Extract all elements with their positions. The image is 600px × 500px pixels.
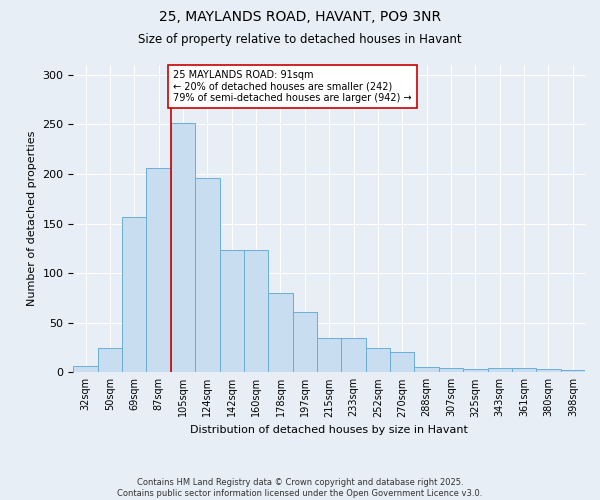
Text: Contains HM Land Registry data © Crown copyright and database right 2025.
Contai: Contains HM Land Registry data © Crown c…: [118, 478, 482, 498]
Bar: [488, 368, 512, 372]
Bar: [73, 366, 98, 372]
Bar: [560, 370, 585, 372]
Bar: [220, 250, 244, 372]
Bar: [244, 250, 268, 372]
Bar: [439, 368, 463, 372]
X-axis label: Distribution of detached houses by size in Havant: Distribution of detached houses by size …: [190, 425, 468, 435]
Bar: [98, 348, 122, 372]
Bar: [536, 370, 560, 372]
Bar: [146, 168, 171, 372]
Bar: [341, 338, 366, 372]
Bar: [415, 368, 439, 372]
Bar: [512, 368, 536, 372]
Bar: [366, 348, 390, 372]
Bar: [317, 338, 341, 372]
Bar: [268, 293, 293, 372]
Bar: [171, 124, 195, 372]
Y-axis label: Number of detached properties: Number of detached properties: [27, 131, 37, 306]
Bar: [195, 178, 220, 372]
Text: 25, MAYLANDS ROAD, HAVANT, PO9 3NR: 25, MAYLANDS ROAD, HAVANT, PO9 3NR: [159, 10, 441, 24]
Text: 25 MAYLANDS ROAD: 91sqm
← 20% of detached houses are smaller (242)
79% of semi-d: 25 MAYLANDS ROAD: 91sqm ← 20% of detache…: [173, 70, 412, 103]
Bar: [293, 312, 317, 372]
Bar: [390, 352, 415, 372]
Text: Size of property relative to detached houses in Havant: Size of property relative to detached ho…: [138, 32, 462, 46]
Bar: [122, 216, 146, 372]
Bar: [463, 370, 488, 372]
